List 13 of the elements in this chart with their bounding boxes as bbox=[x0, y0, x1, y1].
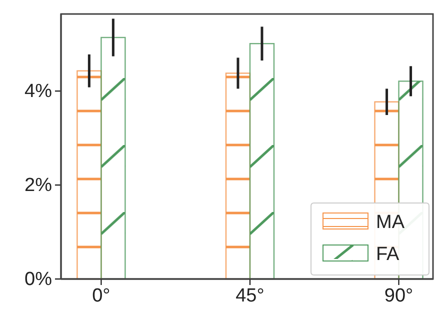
bar bbox=[249, 43, 275, 280]
y-tick-label: 0% bbox=[24, 269, 52, 290]
bar bbox=[100, 36, 126, 280]
x-tick-label: 45° bbox=[236, 285, 264, 306]
x-tick-label: 0° bbox=[92, 285, 110, 306]
y-tick-label: 4% bbox=[24, 81, 52, 102]
bar bbox=[76, 70, 102, 280]
series-label: FA bbox=[376, 244, 400, 265]
legend: MA FA bbox=[310, 202, 430, 276]
y-tick-label: 2% bbox=[24, 175, 52, 196]
series-label: MA bbox=[376, 212, 405, 233]
x-tick-label: 90° bbox=[384, 285, 414, 306]
bar bbox=[225, 72, 251, 280]
